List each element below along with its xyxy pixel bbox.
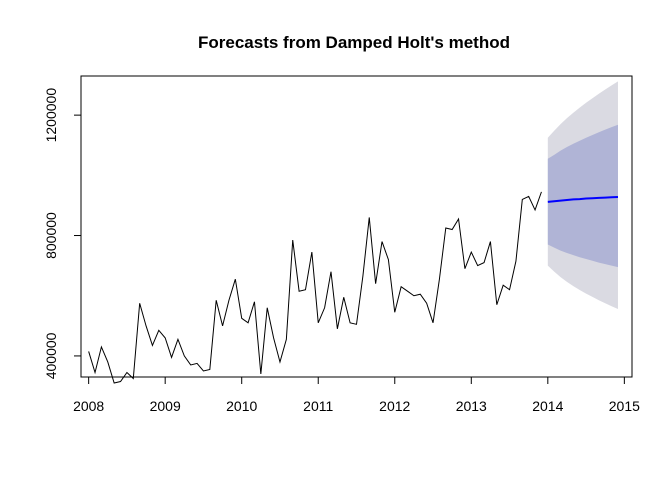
interval-80-band xyxy=(547,124,618,268)
interval-80-group xyxy=(547,124,618,268)
x-tick-label: 2011 xyxy=(303,398,333,414)
x-tick-label: 2010 xyxy=(226,398,257,414)
y-axis: 400000 800000 1200000 xyxy=(43,88,82,379)
y-tick-label: 800000 xyxy=(43,212,59,259)
x-tick-label: 2015 xyxy=(609,398,640,414)
x-tick-label: 2008 xyxy=(73,398,104,414)
x-tick-label: 2012 xyxy=(379,398,410,414)
x-tick-label: 2013 xyxy=(456,398,487,414)
series-group xyxy=(88,191,619,384)
chart-title: Forecasts from Damped Holt's method xyxy=(198,33,510,52)
x-axis: 2008 2009 2010 2011 2012 2013 2014 2015 xyxy=(73,376,640,414)
forecast-mean-line xyxy=(547,196,619,203)
observed-series-line xyxy=(88,191,542,384)
y-tick-label: 400000 xyxy=(43,332,59,379)
x-tick-label: 2009 xyxy=(150,398,181,414)
y-tick-label: 1200000 xyxy=(43,88,59,143)
x-tick-label: 2014 xyxy=(532,398,563,414)
